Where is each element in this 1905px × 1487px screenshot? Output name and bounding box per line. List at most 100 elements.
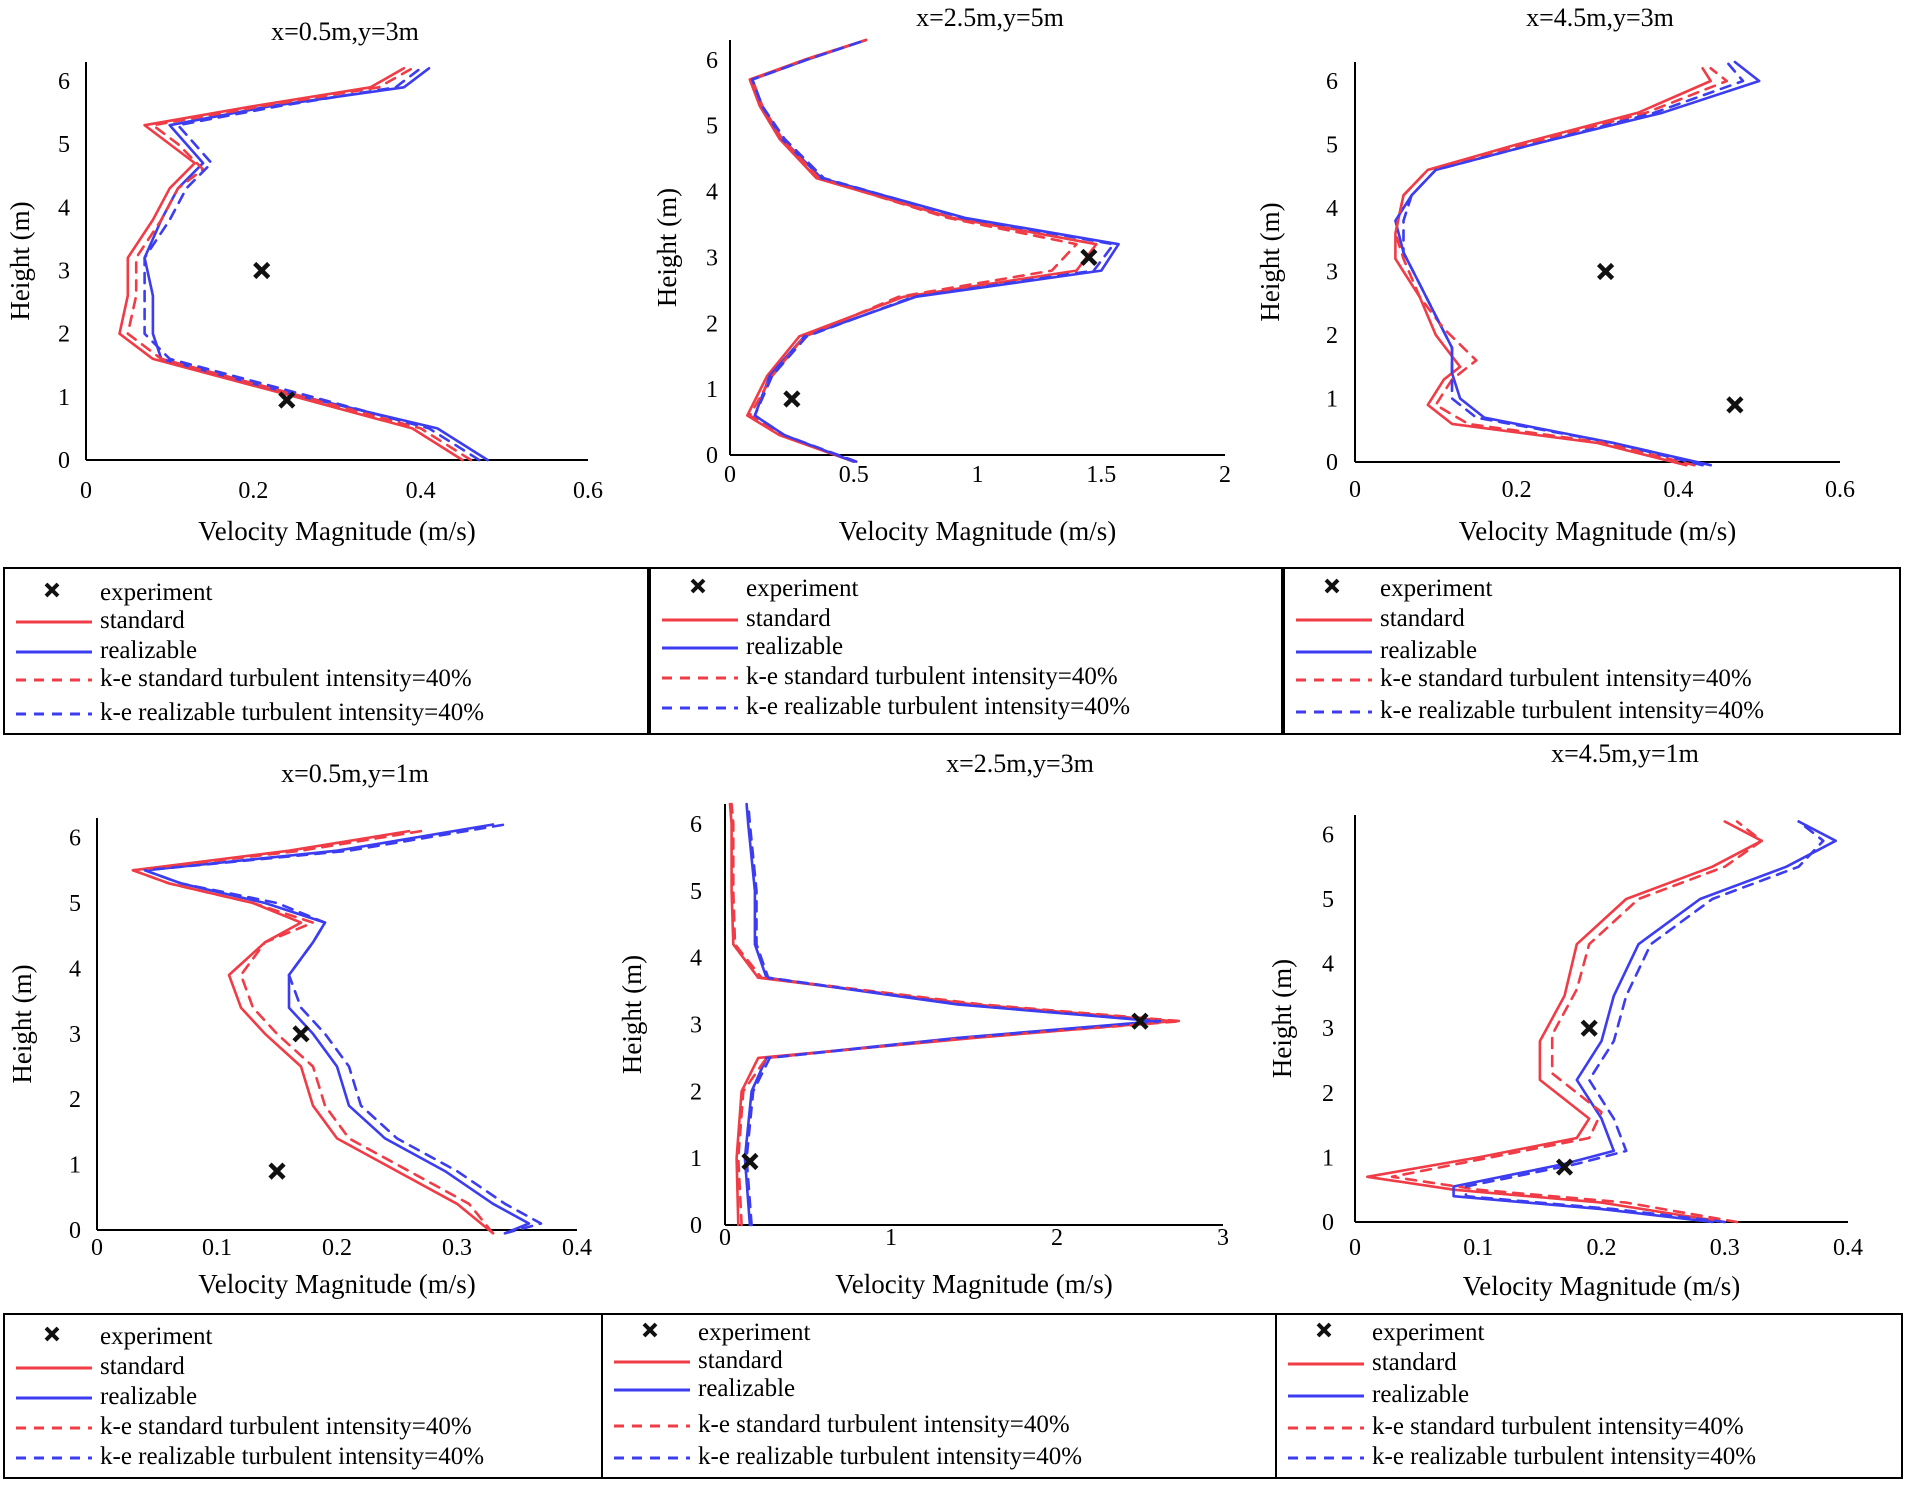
y-tick-label: 1 — [706, 377, 718, 403]
x-tick-label: 0.3 — [442, 1235, 472, 1261]
chart-title: x=4.5m,y=1m — [1551, 739, 1699, 768]
y-tick-label: 5 — [1322, 887, 1334, 913]
y-tick-label: 4 — [1326, 196, 1338, 222]
y-tick-label: 0 — [690, 1213, 702, 1239]
legend-experiment-marker — [1318, 1324, 1330, 1336]
y-tick-label: 3 — [706, 245, 718, 271]
legend-label-standard: standard — [1380, 605, 1465, 632]
y-tick-label: 4 — [706, 180, 718, 206]
x-tick-label: 1 — [972, 462, 984, 488]
series-line-real — [145, 825, 529, 1234]
y-tick-label: 3 — [1322, 1016, 1334, 1042]
y-tick-label: 0 — [706, 443, 718, 469]
y-tick-label: 4 — [69, 956, 81, 982]
y-tick-label: 5 — [1326, 133, 1338, 159]
series-line-real — [1395, 62, 1759, 465]
x-tick-label: 0 — [1349, 477, 1361, 503]
legend-label-experiment: experiment — [1372, 1319, 1485, 1346]
x-tick-label: 0.4 — [1833, 1235, 1863, 1261]
x-tick-label: 0 — [724, 462, 736, 488]
series-line-real40 — [1466, 822, 1823, 1223]
y-axis-label: Height (m) — [652, 188, 682, 307]
x-axis-label: Velocity Magnitude (m/s) — [198, 1269, 475, 1299]
x-tick-label: 0.4 — [1663, 477, 1693, 503]
legend-label-std40: k-e standard turbulent intensity=40% — [1372, 1413, 1744, 1440]
series-line-std — [1367, 822, 1761, 1223]
legend-experiment-marker — [46, 584, 58, 596]
y-tick-label: 1 — [58, 385, 70, 411]
x-tick-label: 1 — [885, 1225, 897, 1251]
legend-label-standard: standard — [746, 605, 831, 632]
legend-label-real40: k-e realizable turbulent intensity=40% — [1372, 1443, 1756, 1470]
x-tick-label: 0 — [91, 1235, 103, 1261]
series-line-std40 — [1395, 68, 1726, 465]
legend-label-std40: k-e standard turbulent intensity=40% — [100, 1413, 472, 1440]
chart-title: x=4.5m,y=3m — [1526, 3, 1674, 32]
legend-4: experiment standard realizable k-e standard… — [4, 1314, 602, 1478]
y-tick-label: 3 — [1326, 260, 1338, 286]
chart-title: x=2.5m,y=5m — [916, 3, 1064, 32]
chart-panel-2: x=2.5m,y=5m 0 0.5 1 1.5 2 0 1 2 3 4 5 6 Velocity Magn… — [652, 3, 1231, 546]
series-line-std40 — [732, 804, 1182, 1225]
x-tick-label: 0.2 — [238, 478, 268, 504]
x-axis-label: Velocity Magnitude (m/s) — [839, 516, 1116, 546]
y-tick-label: 4 — [690, 946, 702, 972]
x-axis-label: Velocity Magnitude (m/s) — [1463, 1271, 1740, 1301]
chart-panel-6: x=4.5m,y=1m 0 0.1 0.2 0.3 0.4 0 1 2 3 4 5 6 Velocity … — [1267, 739, 1863, 1301]
y-tick-label: 5 — [58, 132, 70, 158]
legend-label-experiment: experiment — [698, 1319, 811, 1346]
y-tick-label: 6 — [690, 812, 702, 838]
y-tick-label: 1 — [69, 1153, 81, 1179]
x-tick-label: 0.6 — [1825, 477, 1855, 503]
legend-label-real40: k-e realizable turbulent intensity=40% — [746, 693, 1130, 720]
series-line-real40 — [752, 40, 1113, 462]
y-tick-label: 6 — [58, 69, 70, 95]
y-tick-label: 3 — [69, 1022, 81, 1048]
legend-label-std40: k-e standard turbulent intensity=40% — [746, 663, 1118, 690]
y-tick-label: 6 — [706, 48, 718, 74]
x-tick-label: 0.4 — [562, 1235, 592, 1261]
x-axis-label: Velocity Magnitude (m/s) — [835, 1269, 1112, 1299]
experiment-marker — [1582, 1021, 1596, 1035]
legend-1: experimentstandardrealizablek-e standard… — [4, 568, 648, 734]
y-tick-label: 1 — [1322, 1145, 1334, 1171]
legend-label-experiment: experiment — [1380, 575, 1493, 602]
y-tick-label: 4 — [58, 195, 70, 221]
legend-label-real40: k-e realizable turbulent intensity=40% — [100, 1443, 484, 1470]
x-tick-label: 0 — [1349, 1235, 1361, 1261]
legend-experiment-marker — [46, 1328, 58, 1340]
x-tick-label: 3 — [1217, 1225, 1229, 1251]
y-axis-label: Height (m) — [1267, 959, 1297, 1078]
figure-canvas: x=0.5m,y=3m 0 0.2 0.4 0.6 0 1 2 3 4 5 6 Velocity Mag… — [0, 0, 1905, 1482]
x-tick-label: 1.5 — [1086, 462, 1116, 488]
x-tick-label: 0.2 — [1502, 477, 1532, 503]
legend-label-realizable: realizable — [1380, 637, 1477, 664]
y-tick-label: 4 — [1322, 952, 1334, 978]
legend-label-std40: k-e standard turbulent intensity=40% — [100, 665, 472, 692]
y-tick-label: 2 — [706, 311, 718, 337]
legend-label-realizable: realizable — [1372, 1381, 1469, 1408]
x-tick-label: 0.2 — [1587, 1235, 1617, 1261]
y-axis-label: Height (m) — [7, 964, 37, 1083]
legend-label-std40: k-e standard turbulent intensity=40% — [1380, 665, 1752, 692]
x-axis-label: Velocity Magnitude (m/s) — [1459, 516, 1736, 546]
x-tick-label: 0 — [719, 1225, 731, 1251]
legend-label-experiment: experiment — [100, 1323, 213, 1350]
legend-label-standard: standard — [698, 1347, 783, 1374]
x-tick-label: 2 — [1219, 462, 1231, 488]
series-line-std — [1395, 68, 1710, 465]
x-tick-label: 0.5 — [839, 462, 869, 488]
chart-panel-4: x=0.5m,y=1m 0 0.1 0.2 0.3 0.4 0 1 2 3 4 5 6 Velocity … — [7, 759, 592, 1299]
chart-title: x=0.5m,y=3m — [271, 17, 419, 46]
experiment-marker — [255, 263, 269, 277]
legend-label-experiment: experiment — [100, 579, 213, 606]
y-tick-label: 2 — [58, 322, 70, 348]
y-tick-label: 3 — [58, 258, 70, 284]
legend-experiment-marker — [644, 1324, 656, 1336]
legend-label-real40: k-e realizable turbulent intensity=40% — [698, 1443, 1082, 1470]
legend-label-std40: k-e standard turbulent intensity=40% — [698, 1411, 1070, 1438]
y-tick-label: 2 — [1326, 323, 1338, 349]
y-tick-label: 2 — [690, 1079, 702, 1105]
